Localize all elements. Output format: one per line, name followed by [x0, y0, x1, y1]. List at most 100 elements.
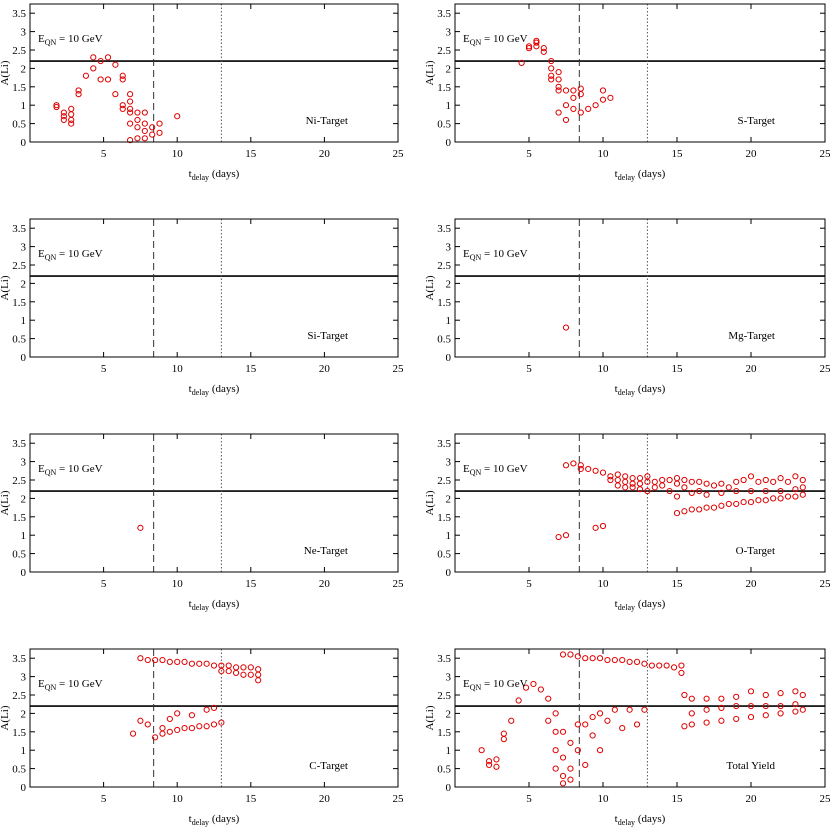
- point: [792, 473, 799, 480]
- x-axis-label-suffix: (days): [635, 383, 666, 395]
- point: [777, 495, 784, 502]
- annotation-sub: QN: [470, 683, 482, 692]
- y-tick-label: 3: [21, 457, 27, 469]
- point: [644, 478, 651, 485]
- point: [196, 723, 203, 730]
- point: [688, 489, 695, 496]
- point: [518, 59, 525, 66]
- x-tick-label: 5: [101, 148, 107, 160]
- point: [666, 476, 673, 484]
- point: [585, 105, 592, 112]
- point: [53, 102, 60, 109]
- point: [799, 476, 806, 484]
- point: [210, 662, 218, 669]
- y-tick-label: 0: [21, 782, 27, 794]
- annotation-suffix: = 10 GeV: [481, 678, 527, 690]
- point: [696, 506, 703, 513]
- point: [592, 467, 599, 474]
- point: [596, 747, 604, 754]
- panel-label: Total Yield: [726, 760, 775, 772]
- y-tick-label: 0: [21, 567, 27, 579]
- point: [710, 482, 718, 489]
- point: [622, 484, 629, 491]
- point: [589, 655, 596, 662]
- point: [567, 765, 574, 772]
- point: [747, 688, 755, 695]
- point: [577, 85, 584, 92]
- point: [777, 690, 784, 697]
- annotation-main: E: [38, 463, 45, 475]
- y-tick-label: 3: [21, 27, 27, 39]
- annotation-suffix: = 10 GeV: [481, 33, 527, 45]
- panel-label: Ne-Target: [304, 545, 348, 557]
- point: [626, 706, 633, 713]
- x-axis-label-suffix: (days): [635, 813, 666, 825]
- y-axis-label: A(Li): [0, 490, 11, 515]
- annotation-suffix: = 10 GeV: [56, 678, 102, 690]
- point: [696, 478, 703, 485]
- x-tick-label: 5: [101, 793, 107, 805]
- point: [119, 72, 126, 79]
- point: [240, 671, 247, 678]
- y-tick-label: 1: [21, 745, 27, 757]
- x-tick-label: 5: [526, 578, 532, 590]
- y-tick-label: 2: [21, 708, 27, 720]
- point: [90, 65, 97, 72]
- y-tick-label: 0.5: [437, 119, 451, 131]
- point: [129, 730, 137, 737]
- point: [126, 109, 134, 116]
- point: [225, 662, 232, 669]
- x-tick-label: 25: [393, 148, 405, 160]
- point: [562, 116, 570, 124]
- point: [582, 721, 589, 728]
- point: [90, 54, 97, 61]
- point: [570, 460, 577, 467]
- y-tick-label: 3.5: [12, 8, 26, 20]
- panel-label: O-Target: [736, 545, 775, 557]
- y-tick-label: 2.5: [12, 690, 26, 702]
- panel: 0 0.5 1 1.5 2 2.5 3 3.5 5 10 15 20 25 EQN = 10 GeV S-T…: [424, 3, 830, 182]
- point: [574, 747, 581, 754]
- point: [673, 493, 681, 500]
- point: [599, 87, 607, 94]
- panel-label: Ni-Target: [306, 115, 348, 127]
- x-tick-label: 10: [598, 148, 610, 160]
- point: [582, 655, 589, 662]
- point: [747, 473, 755, 480]
- y-tick-label: 1.5: [437, 297, 451, 309]
- point: [174, 726, 181, 734]
- point: [75, 91, 82, 98]
- annotation: EQN = 10 GeV: [463, 463, 528, 477]
- point: [119, 76, 126, 83]
- point: [485, 761, 493, 769]
- point: [210, 704, 218, 711]
- y-tick-label: 3.5: [437, 223, 451, 235]
- point: [126, 137, 134, 144]
- point: [137, 524, 144, 531]
- y-tick-label: 2.5: [12, 475, 26, 487]
- annotation-suffix: = 10 GeV: [481, 248, 527, 260]
- point: [540, 45, 547, 52]
- point: [681, 723, 688, 730]
- point: [703, 706, 710, 713]
- x-tick-label: 20: [746, 793, 758, 805]
- annotation-main: E: [38, 33, 45, 45]
- point: [60, 113, 67, 120]
- x-tick-label: 25: [393, 363, 405, 375]
- point: [762, 712, 769, 719]
- y-tick-label: 2: [21, 63, 27, 75]
- point: [740, 498, 747, 506]
- point: [247, 664, 254, 671]
- point: [188, 725, 196, 732]
- y-tick-label: 1: [21, 315, 27, 327]
- y-tick-label: 2.5: [437, 475, 451, 487]
- point: [651, 478, 658, 485]
- point: [622, 473, 629, 480]
- panel-label: Mg-Target: [728, 330, 775, 342]
- point: [75, 87, 82, 94]
- x-tick-label: 5: [526, 793, 532, 805]
- point: [651, 484, 658, 491]
- point: [134, 135, 141, 142]
- x-tick-label: 5: [101, 363, 107, 375]
- point: [60, 116, 67, 124]
